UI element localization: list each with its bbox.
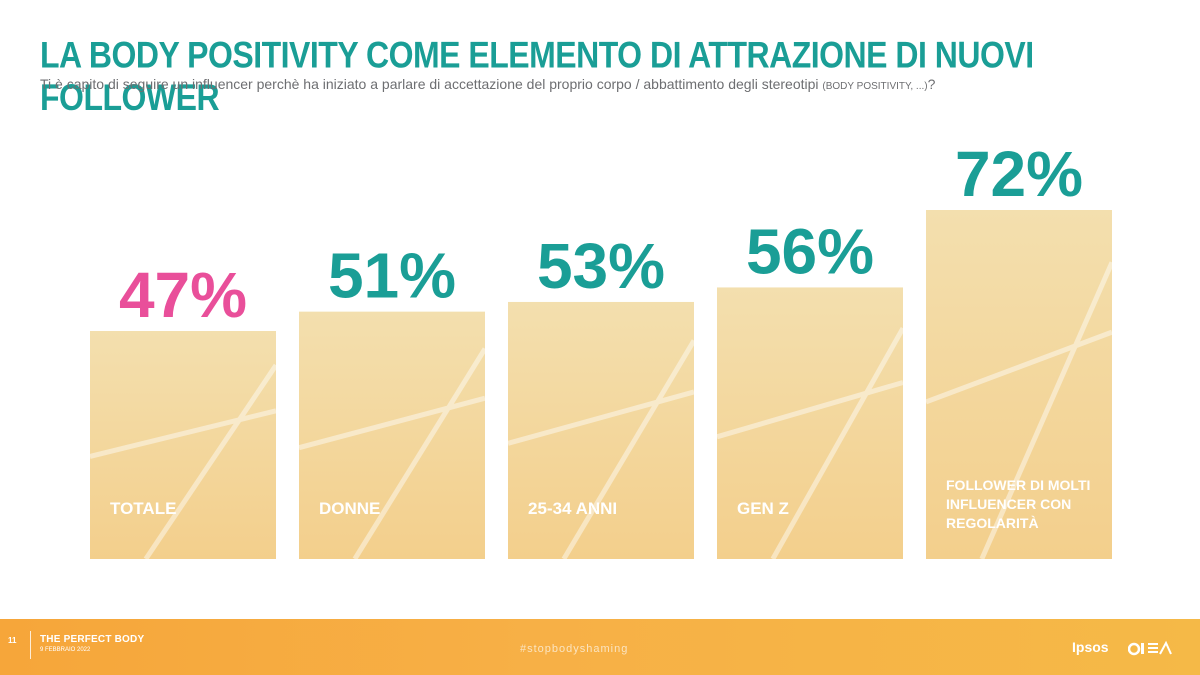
footer-title: THE PERFECT BODY [40,634,145,645]
value-label-donne: 51% [328,240,456,312]
question-end: ? [927,76,936,92]
bar-gen-z [717,287,903,559]
bar-follower-di-molti-influencer-con-regolarit [926,210,1112,559]
category-label-totale: TOTALE [110,499,176,518]
bar-chart: 47% TOTALE 51% DONNE 53% 25-34 ANNI 56% GEN Z 72… [89,138,1115,561]
value-label-gen-z: 56% [746,215,874,287]
bar-texture-gen-z [716,326,906,561]
page-title: LA BODY POSITIVITY COME ELEMENTO DI ATTR… [40,34,1034,118]
ipsos-logo: Ipsos [1072,639,1109,655]
category-label-donne: DONNE [319,499,380,518]
survey-question: Ti è capito di seguire un influencer per… [40,76,935,92]
footer-divider [30,631,31,659]
category-label-gen-z: GEN Z [737,499,789,518]
question-note: (BODY POSITIVITY, ...) [822,81,928,92]
value-label-follower-di-molti-influencer-con-regolarit: 72% [955,138,1083,210]
value-label-25-34-anni: 53% [537,230,665,302]
footer-hashtag: #stopbodyshaming [520,643,629,655]
bar-texture-totale [89,363,279,561]
question-text: Ti è capito di seguire un influencer per… [40,76,819,92]
footer-date: 9 FEBBRAIO 2022 [40,647,91,653]
bar-donne [299,311,485,559]
bar-texture-25-34-anni [507,339,697,561]
bar-totale [90,331,276,559]
bar-25-34-anni [508,301,694,559]
bar-texture-donne [298,347,488,561]
value-label-totale: 47% [119,259,247,331]
footer: 11 THE PERFECT BODY 9 FEBBRAIO 2022 #sto… [0,619,1200,675]
category-label-25-34-anni: 25-34 ANNI [528,499,617,518]
partner-logo-icon [1128,640,1172,656]
category-label-follower-di-molti-influencer-con-regolarit: FOLLOWER DI MOLTI INFLUENCER CON REGOLARIT… [946,477,1090,531]
page-number: 11 [8,636,17,645]
bar-texture-follower-di-molti-influencer-con-regolarit [925,261,1115,561]
